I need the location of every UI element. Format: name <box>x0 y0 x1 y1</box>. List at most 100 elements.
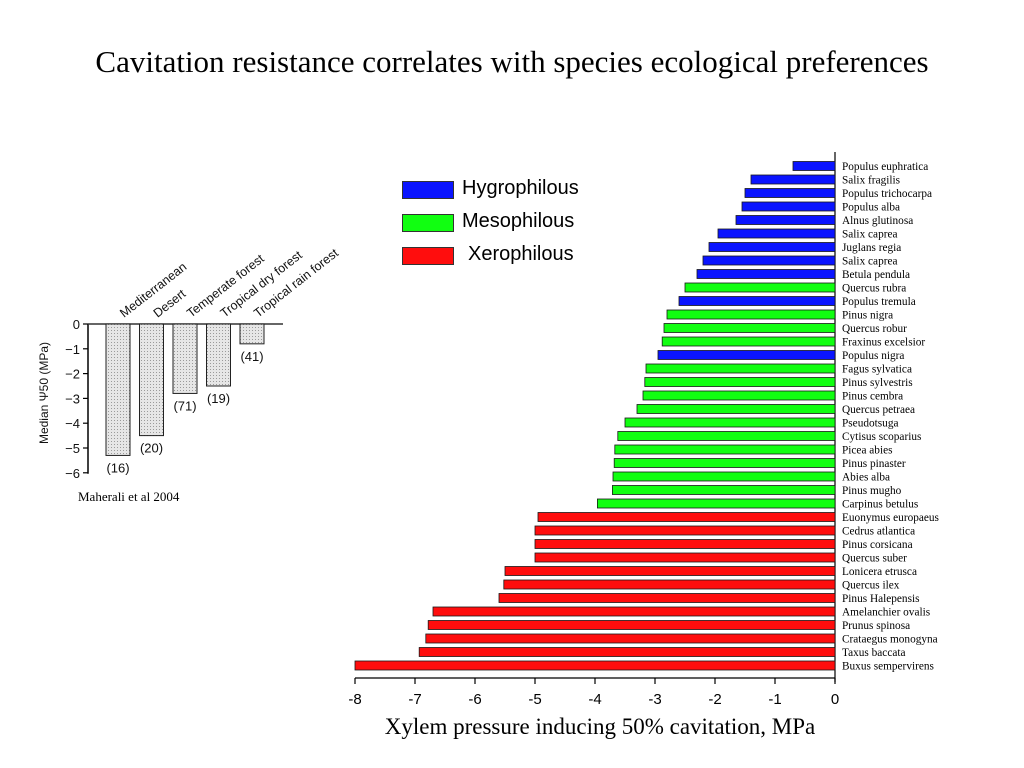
bar-populus-trichocarpa <box>744 188 836 198</box>
legend-label-xerophilous: Xerophilous <box>468 243 574 265</box>
y-axis-label: Median Ψ50 (MPa) <box>37 342 51 444</box>
legend-label-mesophilous: Mesophilous <box>462 210 575 232</box>
slide-title: Cavitation resistance correlates with sp… <box>95 44 929 79</box>
bar-salix-fragilis <box>750 174 836 185</box>
species-label: Amelanchier ovalis <box>842 607 930 619</box>
bar-pinus-cembra <box>642 390 836 401</box>
bar-quercus-robur <box>663 323 836 333</box>
species-label: Pinus sylvestris <box>842 377 913 389</box>
x-tick-label: -5 <box>528 691 541 708</box>
species-label: Pseudotsuga <box>842 418 899 430</box>
x-tick-label: -4 <box>588 691 601 708</box>
bar-populus-nigra <box>657 350 836 360</box>
legend-label-hygrophilous: Hygrophilous <box>462 177 579 199</box>
bar-count-label: (41) <box>240 349 263 364</box>
species-label: Cytisus scoparius <box>842 431 921 443</box>
legend-swatch-hygrophilous <box>402 181 454 199</box>
bar-cytisus-scoparius <box>617 431 836 441</box>
y-tick-label: −2 <box>65 367 80 382</box>
x-tick-label: -8 <box>348 691 361 708</box>
species-label: Populus nigra <box>842 350 904 362</box>
bar-pinus-halepensis <box>498 593 836 603</box>
species-label: Cedrus atlantica <box>842 526 915 538</box>
y-tick-label: −4 <box>65 416 80 431</box>
bar-quercus-suber <box>534 552 836 563</box>
x-tick-label: -7 <box>408 691 421 708</box>
bar-tropical-dry-forest <box>206 323 231 387</box>
bar-amelanchier-ovalis <box>432 606 836 617</box>
legend-swatch-xerophilous <box>402 247 454 265</box>
species-label: Alnus glutinosa <box>842 215 913 227</box>
species-label: Buxus sempervirens <box>842 661 934 673</box>
species-label: Euonymus europaeus <box>842 512 939 524</box>
bar-fraxinus-excelsior <box>661 336 836 347</box>
bar-populus-alba <box>741 201 836 212</box>
bar-count-label: (20) <box>140 441 163 456</box>
species-label: Betula pendula <box>842 269 910 281</box>
bar-mediterranean <box>105 323 131 456</box>
bar-taxus-baccata <box>418 647 836 657</box>
bar-count-label: (16) <box>106 460 129 475</box>
x-tick-label: 0 <box>831 691 839 708</box>
legend-swatch-mesophilous <box>402 214 454 232</box>
species-label: Pinus pinaster <box>842 458 906 470</box>
species-label: Lonicera etrusca <box>842 566 917 578</box>
bar-betula-pendula <box>696 269 836 279</box>
y-tick-label: −3 <box>65 391 80 406</box>
species-label: Abies alba <box>842 472 890 484</box>
species-label: Quercus rubra <box>842 283 906 295</box>
bar-salix-caprea <box>717 228 836 239</box>
species-label: Populus alba <box>842 202 900 214</box>
y-tick-label: −6 <box>65 466 80 481</box>
x-tick-label: -3 <box>648 691 661 708</box>
species-label: Carpinus betulus <box>842 499 918 511</box>
citation: Maherali et al 2004 <box>78 489 180 504</box>
bar-pinus-pinaster <box>613 458 836 468</box>
bar-desert <box>139 323 164 437</box>
bar-temperate-forest <box>172 323 198 394</box>
bar-buxus-sempervirens <box>354 660 836 671</box>
bar-cedrus-atlantica <box>534 525 836 536</box>
species-label: Quercus suber <box>842 553 907 565</box>
species-label: Salix caprea <box>842 256 898 268</box>
bar-pinus-nigra <box>666 309 836 320</box>
bar-pinus-sylvestris <box>644 377 836 387</box>
bar-crataegus-monogyna <box>425 633 836 644</box>
species-label: Salix caprea <box>842 229 898 241</box>
bar-count-label: (71) <box>173 398 196 413</box>
species-label: Salix fragilis <box>842 175 900 187</box>
species-label: Pinus mugho <box>842 485 902 497</box>
species-label: Crataegus monogyna <box>842 634 938 646</box>
bar-carpinus-betulus <box>597 498 836 509</box>
bar-alnus-glutinosa <box>735 215 836 225</box>
species-label: Fraxinus excelsior <box>842 337 925 349</box>
species-label: Quercus petraea <box>842 404 915 416</box>
species-label: Prunus spinosa <box>842 620 910 632</box>
species-label: Pinus nigra <box>842 310 893 322</box>
bar-prunus-spinosa <box>427 620 836 630</box>
species-label: Picea abies <box>842 445 893 457</box>
species-label: Pinus cembra <box>842 391 903 403</box>
species-label: Taxus baccata <box>842 647 906 659</box>
species-label: Populus euphratica <box>842 161 928 173</box>
x-tick-label: -2 <box>708 691 721 708</box>
species-label: Quercus ilex <box>842 580 900 592</box>
x-tick-label: -1 <box>768 691 781 708</box>
bar-juglans-regia <box>708 242 836 252</box>
bar-populus-euphratica <box>792 161 836 171</box>
y-tick-label: 0 <box>73 317 80 332</box>
bar-pinus-corsicana <box>534 539 836 549</box>
bar-populus-tremula <box>678 296 836 306</box>
x-axis-label: Xylem pressure inducing 50% cavitation, … <box>384 714 816 739</box>
bar-abies-alba <box>612 471 836 482</box>
bar-picea-abies <box>614 444 836 455</box>
bar-count-label: (19) <box>207 391 230 406</box>
bar-fagus-sylvatica <box>645 363 836 374</box>
bar-pinus-mugho <box>612 485 836 495</box>
bar-quercus-ilex <box>503 579 836 590</box>
bar-quercus-petraea <box>636 404 836 414</box>
species-label: Populus tremula <box>842 296 916 308</box>
species-label: Juglans regia <box>842 242 901 254</box>
